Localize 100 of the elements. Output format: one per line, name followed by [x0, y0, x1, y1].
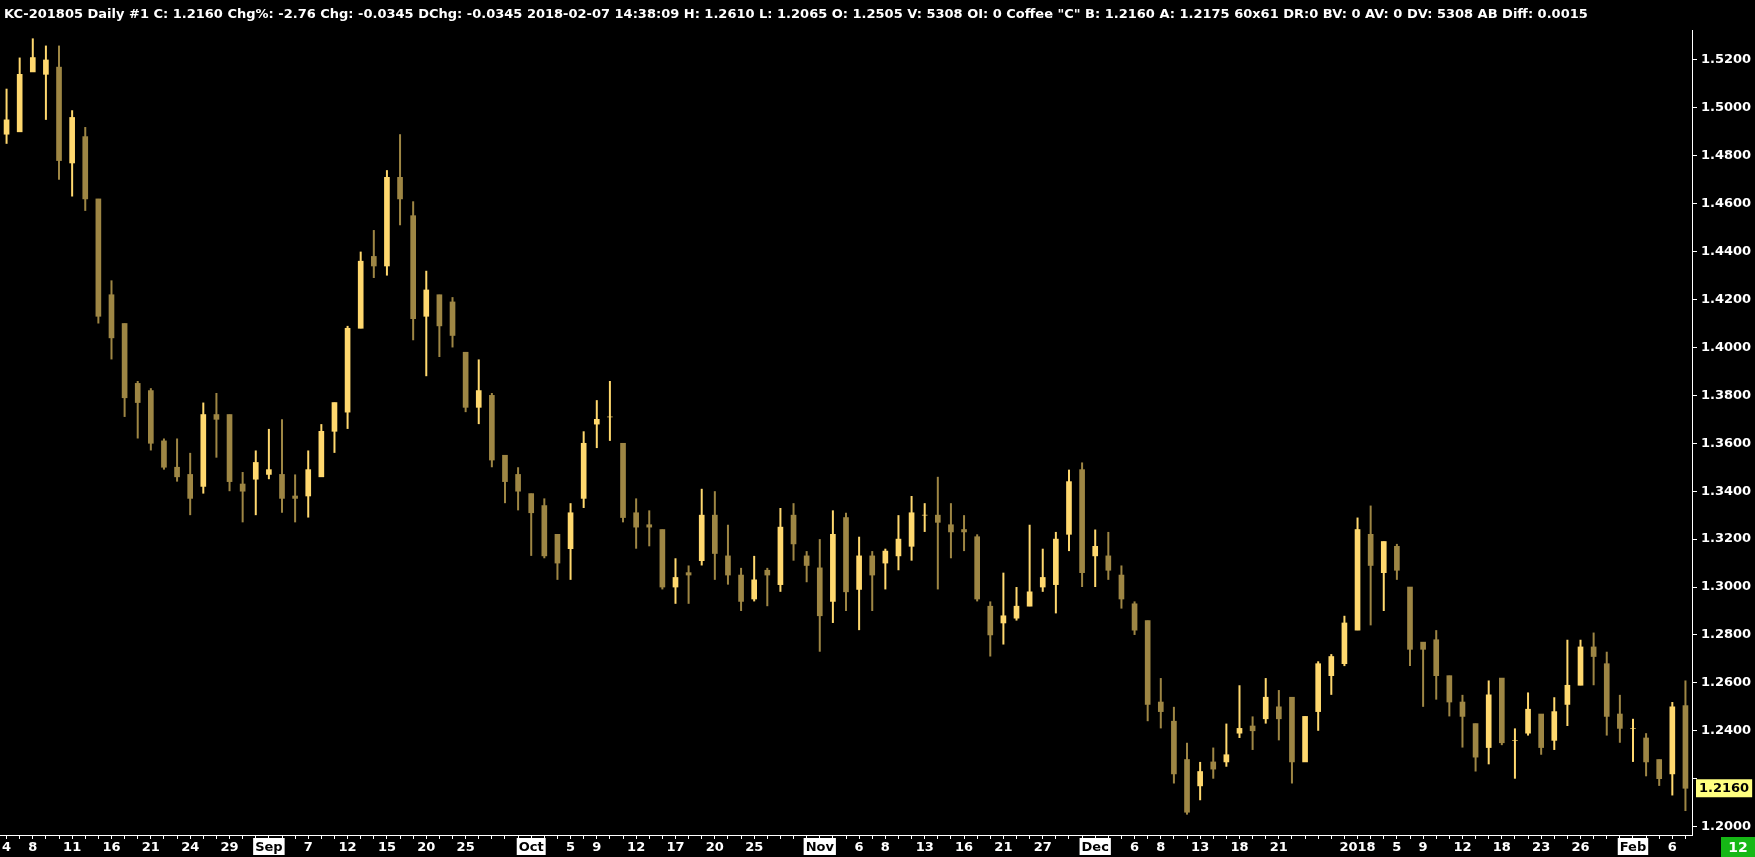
y-tick-label: 1.3800 — [1701, 386, 1752, 402]
y-tick-label: 1.4600 — [1701, 195, 1752, 211]
x-tick-label: 6 — [1667, 839, 1677, 855]
candlestick — [252, 449, 259, 517]
x-tick-label: 8 — [880, 839, 890, 855]
x-tick-label: 16 — [955, 839, 974, 855]
candlestick — [961, 514, 967, 553]
candlestick — [266, 427, 272, 481]
candlestick — [1656, 758, 1663, 787]
candlestick — [1039, 547, 1046, 593]
candlestick — [397, 133, 403, 227]
candlestick — [633, 497, 639, 550]
x-tick-label: 5 — [566, 839, 576, 855]
x-tick-label: 27 — [1033, 839, 1052, 855]
x-tick-label: 29 — [220, 839, 239, 855]
x-tick-label: 8 — [1156, 839, 1166, 855]
x-tick-label: 20 — [417, 839, 436, 855]
x-tick-label: Feb — [1619, 839, 1647, 855]
y-tick-label: 1.4000 — [1701, 338, 1752, 354]
x-tick-label: 21 — [994, 839, 1013, 855]
candlestick — [292, 473, 298, 524]
candlestick — [1000, 571, 1007, 646]
x-tick-label: 20 — [705, 839, 724, 855]
x-tick-label: 15 — [377, 839, 396, 855]
x-tick-label: Sep — [255, 839, 283, 855]
candlestick — [1092, 528, 1099, 589]
candlestick — [751, 554, 758, 603]
candlestick — [528, 492, 535, 557]
x-tick-label: Dec — [1081, 839, 1109, 855]
candlestick — [43, 44, 49, 121]
candlestick — [239, 471, 246, 524]
candlestick — [1013, 586, 1020, 622]
y-tick-label: 1.4800 — [1701, 147, 1752, 163]
x-tick-label: 13 — [915, 839, 934, 855]
x-tick-label: 5 — [1392, 839, 1402, 855]
x-tick-label: 8 — [28, 839, 38, 855]
y-tick-label: 1.5200 — [1701, 51, 1752, 67]
chart-title: KC-201805 Daily #1 C: 1.2160 Chg%: -2.76 Chg: -0.0345 DChg: -0.0345 2018-02-07 14:38:09 H: 1.2610 L: 1.2065 O: 1.2505 V: 5308 OI: 0 Coffee "C" B: 1.2160 A: 1.2175 60x61 DR:0 BV: 0 AV: 0 DV: 5308 AB Diff: 0.0015 — [4, 6, 1588, 21]
y-tick-label: 1.4400 — [1701, 242, 1752, 258]
candlestick — [1223, 722, 1230, 768]
candlestick — [593, 399, 600, 450]
x-tick-label: 23 — [1532, 839, 1551, 855]
x-tick-label: 6 — [854, 839, 864, 855]
candlestick — [1105, 530, 1112, 581]
x-tick-label: 24 — [181, 839, 200, 855]
candlestick — [764, 566, 771, 608]
x-tick-label: 6 — [1130, 839, 1140, 855]
text: 1.2160 — [1699, 779, 1750, 795]
x-tick-label: Oct — [518, 839, 544, 855]
y-tick-label: 1.5000 — [1701, 99, 1752, 115]
candlestick — [1328, 653, 1335, 696]
candlestick — [948, 502, 954, 560]
candlestick — [646, 509, 653, 548]
y-tick-label: 1.2000 — [1701, 817, 1752, 833]
x-tick-label: 21 — [141, 839, 160, 855]
x-tick-label: 12 — [627, 839, 646, 855]
x-tick-label: 11 — [63, 839, 82, 855]
candlestick — [1617, 693, 1623, 744]
y-tick-label: 1.2400 — [1701, 722, 1752, 738]
candlestick — [174, 437, 180, 483]
x-tick-label: 13 — [1191, 839, 1210, 855]
x-tick-label: 17 — [666, 839, 685, 855]
candlestick — [1512, 727, 1518, 780]
x-tick-label: 21 — [1269, 839, 1288, 855]
x-tick-label: 9 — [592, 839, 602, 855]
candlestick — [1026, 523, 1033, 608]
candlestick — [725, 523, 731, 586]
x-tick-label: 18 — [1230, 839, 1249, 855]
candlestick — [29, 37, 36, 73]
y-tick-label: 1.3200 — [1701, 530, 1752, 546]
x-tick-label: 9 — [1418, 839, 1428, 855]
candlestick — [475, 358, 482, 426]
candlestick — [134, 379, 141, 440]
x-tick-label: 12 — [338, 839, 357, 855]
x-tick-label: 12 — [1453, 839, 1472, 855]
y-tick-label: 1.3000 — [1701, 578, 1752, 594]
y-tick-label: 1.2800 — [1701, 626, 1752, 642]
candlestick — [1420, 641, 1426, 708]
x-tick-label: 16 — [102, 839, 121, 855]
candlestick — [515, 466, 521, 512]
candlestick — [1236, 684, 1243, 739]
x-tick-label: 18 — [1492, 839, 1511, 855]
candlestick — [1197, 760, 1203, 802]
candlestick — [1276, 689, 1282, 742]
candlestick — [934, 475, 941, 591]
x-tick-label: 4 — [2, 839, 12, 855]
x-tick-label: 25 — [456, 839, 475, 855]
y-tick-label: 1.3600 — [1701, 434, 1752, 450]
candlestick — [1262, 677, 1269, 725]
candlestick — [1630, 717, 1636, 763]
x-tick-label: 25 — [745, 839, 764, 855]
x-tick-label: 26 — [1571, 839, 1590, 855]
candlestick — [1210, 746, 1217, 780]
x-tick-label: 7 — [303, 839, 313, 855]
candlestick — [869, 550, 876, 612]
candlestick — [213, 391, 220, 459]
candlestick — [370, 229, 377, 279]
x-tick-label: 2018 — [1339, 839, 1376, 855]
candlestick — [1157, 677, 1164, 730]
x-tick-label: Nov — [805, 839, 835, 855]
